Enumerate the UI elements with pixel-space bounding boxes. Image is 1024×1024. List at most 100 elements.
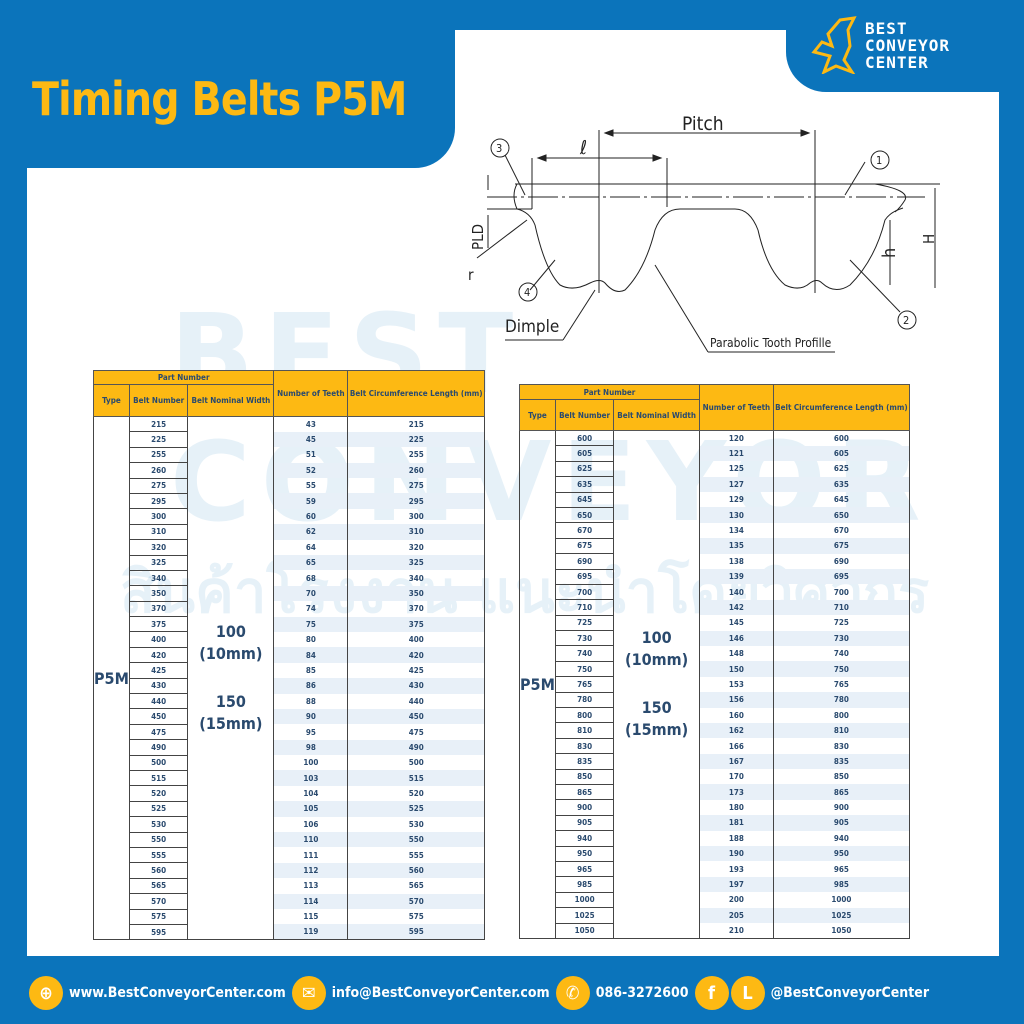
belt-number: 725 bbox=[554, 614, 615, 632]
teeth-count: 62 bbox=[273, 524, 349, 540]
circumference-length: 1025 bbox=[772, 907, 911, 923]
teeth-count: 86 bbox=[273, 678, 349, 694]
circumference-length: 670 bbox=[772, 522, 911, 539]
teeth-header: Number of Teeth bbox=[273, 370, 349, 417]
belt-number: 300 bbox=[128, 508, 189, 525]
circumference-length: 550 bbox=[347, 832, 485, 848]
line-icon[interactable]: L bbox=[730, 976, 765, 1010]
teeth-count: 135 bbox=[698, 538, 774, 554]
callout-4: 4 bbox=[524, 286, 530, 299]
circumference-length: 700 bbox=[772, 584, 911, 600]
width-header: Belt Nominal Width bbox=[187, 384, 275, 417]
h-label: h bbox=[879, 248, 900, 258]
belt-number: 255 bbox=[128, 446, 189, 464]
circumference-length: 940 bbox=[772, 830, 911, 847]
belt-number: 530 bbox=[128, 816, 189, 833]
teeth-count: 105 bbox=[273, 801, 349, 817]
email-link[interactable]: info@BestConveyorCenter.com bbox=[331, 985, 550, 1001]
teeth-count: 60 bbox=[273, 508, 349, 525]
belt-number: 965 bbox=[554, 860, 615, 878]
teeth-count: 162 bbox=[698, 722, 774, 739]
belt-number: 950 bbox=[554, 845, 615, 862]
teeth-count: 106 bbox=[273, 816, 349, 833]
table-row: 310 62 310 bbox=[94, 523, 485, 541]
table-row: 700 140 700 bbox=[520, 583, 911, 601]
table-row: 695 139 695 bbox=[520, 568, 911, 585]
belt-number: 570 bbox=[128, 893, 189, 910]
table-row: 275 55 275 bbox=[94, 477, 485, 494]
belt-number: 260 bbox=[128, 462, 189, 479]
logo-banner bbox=[786, 0, 1024, 92]
belt-number: 700 bbox=[554, 583, 615, 601]
circumference-length: 650 bbox=[772, 507, 911, 523]
teeth-count: 114 bbox=[273, 893, 349, 909]
table-row: 725 145 725 bbox=[520, 614, 911, 632]
circumference-length: 520 bbox=[347, 785, 485, 802]
circumference-length: 255 bbox=[347, 447, 485, 463]
table-row: 325 65 325 bbox=[94, 554, 485, 571]
table-row: 225 45 225 bbox=[94, 431, 485, 448]
circumference-length: 645 bbox=[772, 492, 911, 508]
table-row: 625 125 625 bbox=[520, 460, 911, 478]
social-handle[interactable]: @BestConveyorCenter bbox=[770, 985, 930, 1001]
table-row: 635 127 635 bbox=[520, 476, 911, 493]
teeth-count: 121 bbox=[698, 445, 774, 462]
table-row: 835 167 835 bbox=[520, 753, 911, 770]
belt-table-2: Part Number Number of Teeth Belt Circumfer… bbox=[519, 384, 911, 939]
belt-number: 835 bbox=[554, 753, 615, 770]
table-row: 645 129 645 bbox=[520, 491, 911, 508]
belt-number: 675 bbox=[554, 537, 615, 555]
teeth-count: 120 bbox=[698, 430, 774, 446]
width-header: Belt Nominal Width bbox=[613, 399, 700, 431]
belt-number: 730 bbox=[554, 630, 615, 647]
belt-number: 635 bbox=[554, 476, 615, 493]
table-row: 520 104 520 bbox=[94, 785, 485, 802]
belt-number: 320 bbox=[128, 539, 189, 556]
teeth-count: 156 bbox=[698, 692, 774, 708]
type-cell: P5M bbox=[519, 430, 556, 939]
teeth-count: 84 bbox=[273, 647, 349, 663]
table-row: 900 180 900 bbox=[520, 799, 911, 816]
table-row: 340 68 340 bbox=[94, 569, 485, 587]
belt-number: 325 bbox=[128, 554, 189, 571]
circumference-length: 515 bbox=[347, 770, 485, 786]
circumference-length: 490 bbox=[347, 739, 485, 756]
teeth-count: 88 bbox=[273, 693, 349, 709]
belt-number: 765 bbox=[554, 676, 615, 693]
circumference-length: 565 bbox=[347, 878, 485, 894]
table-row: P5M 600 100 (10mm) 150 (15mm) 120 600 bbox=[519, 429, 911, 939]
belt-number: 830 bbox=[554, 737, 615, 755]
table-row: 350 70 350 bbox=[94, 585, 485, 602]
table-row: 595 119 595 bbox=[94, 923, 485, 941]
length-header: Belt Circumference Length (mm) bbox=[347, 370, 485, 417]
table-row: 740 148 740 bbox=[520, 645, 911, 662]
pld-label: PLD bbox=[469, 224, 487, 250]
teeth-count: 145 bbox=[698, 615, 774, 631]
belt-number: 400 bbox=[128, 631, 189, 648]
belt-number-header: Belt Number bbox=[128, 384, 189, 417]
belt-number: 450 bbox=[128, 708, 189, 725]
circumference-length: 865 bbox=[772, 784, 911, 800]
table-row: P5M 215 100 (10mm) 150 (15mm) 43 215 bbox=[93, 415, 485, 940]
page-title: Timing Belts P5M bbox=[32, 72, 407, 126]
belt-number: 430 bbox=[128, 677, 189, 695]
website-link[interactable]: www.BestConveyorCenter.com bbox=[69, 985, 286, 1001]
belt-number: 645 bbox=[554, 491, 615, 508]
belt-number: 900 bbox=[554, 799, 615, 816]
teeth-count: 119 bbox=[273, 924, 349, 940]
table-row: 1050 210 1050 bbox=[520, 922, 911, 939]
circumference-length: 450 bbox=[347, 708, 485, 725]
circumference-length: 625 bbox=[772, 461, 911, 477]
table-row: 905 181 905 bbox=[520, 814, 911, 832]
teeth-count: 68 bbox=[273, 570, 349, 586]
teeth-count: 70 bbox=[273, 585, 349, 602]
circumference-length: 965 bbox=[772, 861, 911, 877]
circumference-length: 300 bbox=[347, 508, 485, 525]
table-row: 515 103 515 bbox=[94, 769, 485, 787]
phone-number[interactable]: 086-3272600 bbox=[595, 985, 689, 1001]
facebook-icon[interactable]: f bbox=[694, 976, 729, 1010]
circumference-length: 260 bbox=[347, 462, 485, 479]
teeth-count: 150 bbox=[698, 661, 774, 677]
part-number-header: Part Number bbox=[92, 370, 275, 385]
table-row: 425 85 425 bbox=[94, 662, 485, 679]
